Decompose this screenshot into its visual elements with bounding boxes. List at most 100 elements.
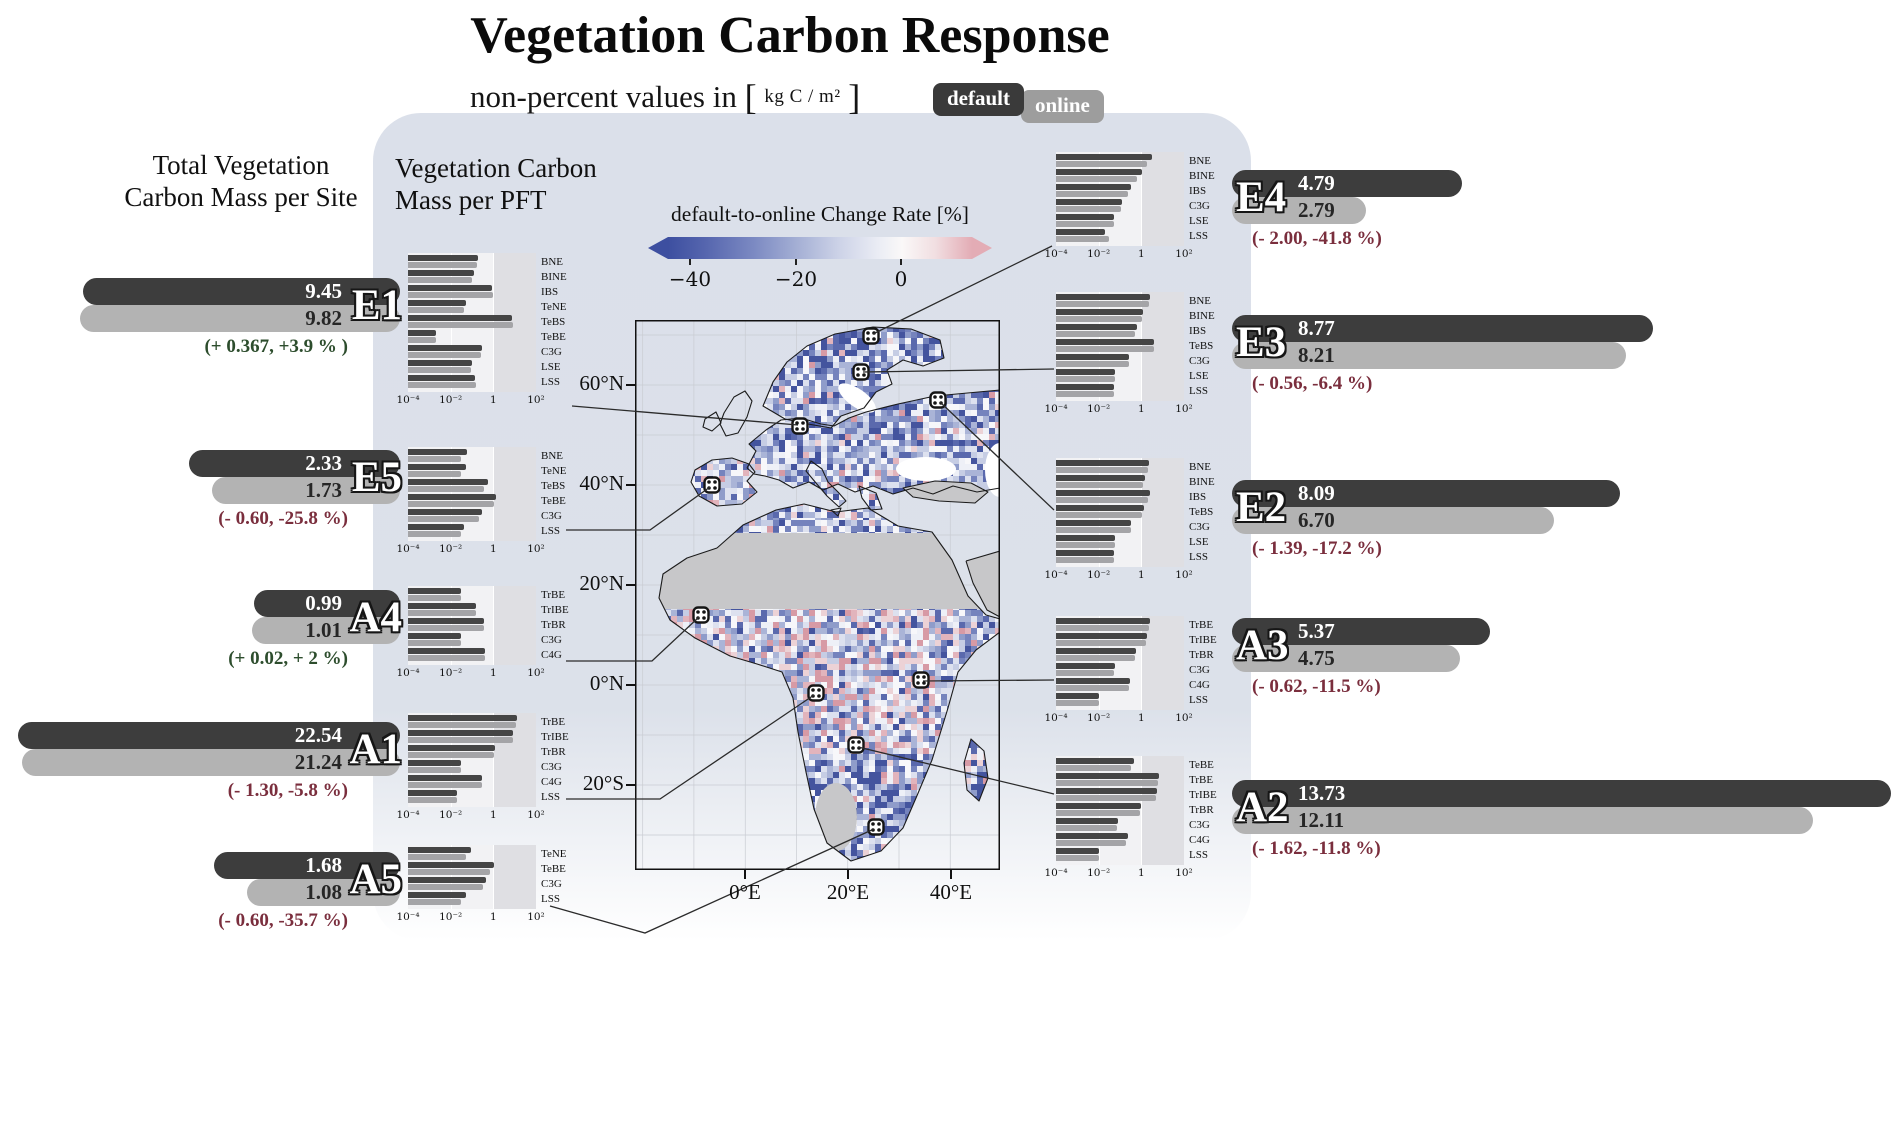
pft-default-bar — [1056, 490, 1150, 496]
pft-default-bar — [1056, 324, 1137, 330]
site-change-text: (- 0.56, -6.4 %) — [1252, 373, 1373, 394]
site-summary-E4: 4.79 2.79 E4 (- 2.00, -41.8 %) — [1232, 170, 1462, 250]
pft-row-C3G — [408, 631, 536, 646]
pft-axis-tick: 10⁻⁴ — [396, 394, 420, 406]
site-online-value: 21.24 — [294, 750, 342, 774]
pft-label: LSS — [541, 791, 560, 803]
site-id-label: A4 — [349, 593, 402, 641]
pft-row-TrIBE — [1056, 786, 1184, 801]
pft-label: C4G — [1189, 834, 1210, 846]
pft-axis-tick: 10⁻² — [1087, 867, 1111, 879]
pft-axis-tick: 10⁻² — [439, 667, 463, 679]
site-default-bar: 1.68 — [213, 852, 400, 879]
pft-row-BINE — [1056, 473, 1184, 488]
pft-online-bar — [1056, 810, 1140, 816]
site-online-bar: 1.01 — [252, 617, 400, 644]
pft-online-bar — [408, 471, 461, 477]
pft-label: TeBS — [541, 480, 566, 492]
pft-online-bar — [408, 797, 458, 803]
pft-row-C4G — [1056, 831, 1184, 846]
pft-row-TrIBE — [408, 601, 536, 616]
map-site-marker-A5 — [867, 818, 885, 836]
pft-axis-tick: 10⁻⁴ — [396, 667, 420, 679]
colorbar-tick — [689, 259, 691, 265]
pft-label: TrBE — [541, 716, 566, 728]
site-online-bar: 12.11 — [1232, 807, 1814, 834]
pft-online-bar — [408, 767, 461, 773]
black-sea — [896, 457, 956, 481]
pft-axis-tick: 10⁻² — [439, 394, 463, 406]
pft-label: IBS — [1189, 185, 1207, 197]
pft-default-bar — [1056, 460, 1150, 466]
pft-axis-tick: 1 — [489, 809, 497, 821]
legend-online-chip[interactable]: online — [1021, 90, 1104, 123]
pft-axis-tick: 10⁻² — [1087, 712, 1111, 724]
pft-label: BNE — [1189, 461, 1211, 473]
pft-axis-tick: 10⁻⁴ — [1044, 248, 1068, 260]
site-id-label: E5 — [351, 453, 402, 501]
pft-label: TrBR — [1189, 649, 1214, 661]
pft-label: C3G — [541, 761, 562, 773]
pft-default-bar — [408, 633, 461, 639]
pft-gridline — [1141, 756, 1143, 865]
pft-label: C3G — [1189, 521, 1210, 533]
pft-default-bar — [408, 360, 472, 366]
pft-chart-E3: 10⁻⁴ 10⁻² 1 10² BNE BINE IBS TeBS C3G LSE LSS — [1044, 292, 1215, 415]
pft-chart-E5: 10⁻⁴ 10⁻² 1 10² BNE TeNE TeBS TeBE C3G LSS — [396, 447, 567, 555]
pft-default-bar — [1056, 384, 1114, 390]
pft-default-bar — [408, 315, 512, 321]
site-summary-A3: 5.37 4.75 A3 (- 0.62, -11.5 %) — [1232, 618, 1490, 698]
pft-axis-tick: 1 — [1137, 248, 1145, 260]
pft-axis: 10⁻⁴ 10⁻² 1 10² — [396, 541, 544, 557]
site-default-bar: 9.45 — [83, 278, 400, 305]
colorbar-title: default-to-online Change Rate [%] — [671, 202, 969, 226]
pft-plot: 10⁻⁴ 10⁻² 1 10² — [1044, 292, 1193, 415]
pft-default-bar — [408, 715, 517, 721]
pft-online-bar — [408, 277, 472, 283]
pft-row-TeBS — [1056, 503, 1184, 518]
pft-default-bar — [1056, 169, 1142, 175]
pft-row-LSS — [1056, 227, 1184, 242]
pft-label-column: BNE BINE IBS C3G LSE LSS — [1189, 152, 1215, 244]
pft-row-TrIBE — [408, 728, 536, 743]
pft-label: TrIBE — [1189, 789, 1217, 801]
site-online-value: 12.11 — [1298, 808, 1345, 832]
map-site-marker-E3 — [852, 363, 870, 381]
pft-row-C3G — [408, 507, 536, 522]
page-title: Vegetation Carbon Response — [470, 7, 1110, 64]
pft-online-bar — [1056, 557, 1114, 563]
pft-online-bar — [1056, 497, 1149, 503]
pft-online-bar — [1056, 700, 1099, 706]
pft-online-bar — [408, 782, 482, 788]
colorbar-left-arrow — [648, 237, 668, 259]
pft-row-TeBE — [408, 492, 536, 507]
map-lat-tick — [626, 384, 635, 386]
pft-online-bar — [1056, 685, 1129, 691]
map-lat-tick — [626, 484, 635, 486]
site-id-label: A5 — [349, 855, 402, 903]
pft-online-bar — [1056, 840, 1126, 846]
pft-chart-E2: 10⁻⁴ 10⁻² 1 10² BNE BINE IBS TeBS C3G LSE LSS — [1044, 458, 1215, 581]
site-online-value: 8.21 — [1298, 343, 1335, 367]
pft-plot: 10⁻⁴ 10⁻² 1 10² — [396, 713, 545, 821]
pft-online-bar — [408, 352, 481, 358]
pft-label: C4G — [541, 649, 562, 661]
pft-axis-tick: 10⁻² — [1087, 248, 1111, 260]
legend-default-chip[interactable]: default — [933, 83, 1024, 116]
pft-plot-shaded-band — [493, 447, 536, 541]
pft-default-bar — [1056, 354, 1129, 360]
pft-online-bar — [1056, 331, 1135, 337]
unit-bracket-close: ] — [848, 77, 861, 117]
pft-online-bar — [1056, 376, 1116, 382]
pft-default-bar — [1056, 214, 1114, 220]
pft-online-bar — [408, 367, 471, 373]
pft-row-C3G — [1056, 816, 1184, 831]
pft-label: BINE — [1189, 170, 1215, 182]
pft-row-TeBS — [1056, 337, 1184, 352]
site-id-label: A3 — [1236, 621, 1289, 669]
pft-axis-tick: 1 — [489, 667, 497, 679]
pft-default-bar — [408, 464, 466, 470]
pft-axis-tick: 10² — [1175, 569, 1193, 581]
site-summary-A1: 22.54 21.24 A1 (- 1.30, -5.8 %) — [17, 722, 402, 802]
